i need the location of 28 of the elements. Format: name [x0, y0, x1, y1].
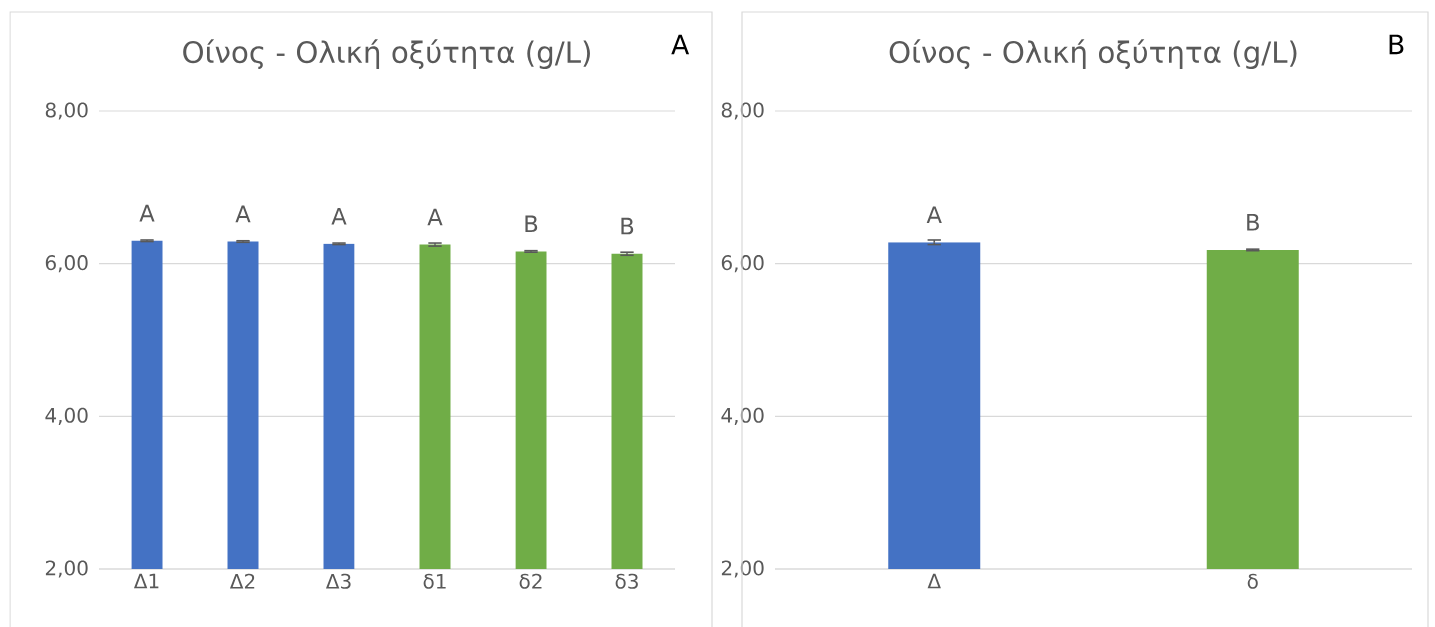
y-tick-label: 6,00: [721, 255, 764, 273]
x-tick-label: δ2: [519, 573, 542, 589]
text: B: [1389, 34, 1404, 55]
x-tick-label: Δ3: [325, 573, 351, 589]
y-tick-label: 8,00: [45, 102, 88, 120]
y-tick-label: 2,00: [45, 560, 88, 578]
x-tick-label: δ: [1247, 573, 1258, 589]
annotation: A: [235, 205, 251, 223]
x-tick-label: δ3: [615, 573, 638, 589]
y-tick-label: 6,00: [45, 255, 88, 273]
annotation: B: [525, 215, 538, 233]
y-tick-label: 8,00: [721, 102, 764, 120]
annotation: A: [139, 204, 155, 222]
annotation: A: [427, 208, 443, 226]
chart-title: Οίνος - Ολική οξύτητα (g/L): [889, 39, 1297, 69]
annotation: A: [926, 206, 942, 223]
chart-title: Οίνος - Ολική οξύτητα (g/L): [183, 39, 590, 69]
annotation: B: [621, 217, 634, 235]
x-tick-label: Δ1: [133, 573, 159, 589]
annotation: B: [1247, 214, 1259, 231]
x-tick-label: Δ2: [229, 573, 255, 589]
x-tick-label: δ1: [423, 573, 446, 589]
text: A: [671, 34, 690, 55]
annotation: A: [331, 207, 347, 225]
y-tick-label: 4,00: [45, 407, 88, 425]
y-tick-label: 4,00: [721, 407, 764, 425]
x-tick-label: Δ: [927, 573, 941, 589]
y-tick-label: 2,00: [721, 560, 764, 578]
